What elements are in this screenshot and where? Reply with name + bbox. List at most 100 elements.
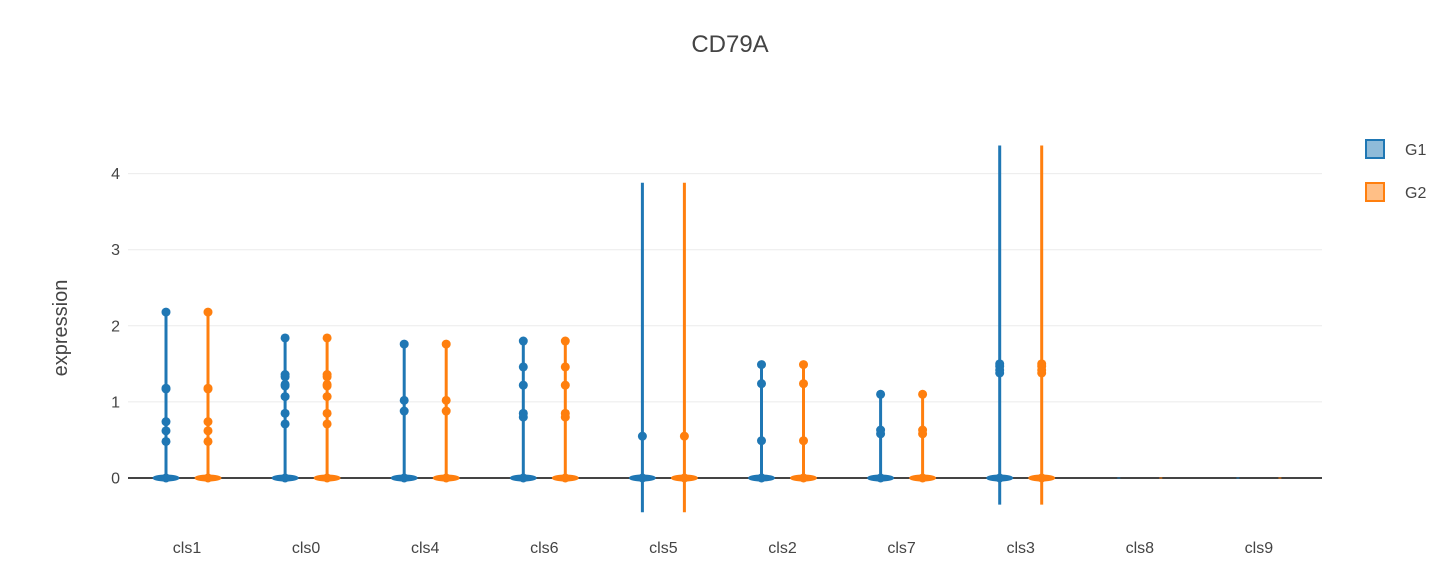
legend-item-G2[interactable]: G2: [1365, 182, 1426, 202]
data-point: [518, 362, 528, 372]
violin-G2-cls1: [194, 307, 222, 483]
y-tick-label: 3: [111, 242, 120, 259]
x-tick-label: cls0: [292, 540, 321, 557]
x-tick-label: cls1: [173, 540, 202, 557]
data-point: [679, 431, 689, 441]
x-axis-ticks: cls1 cls0 cls4 cls6 cls5 cls2 cls7 cls3 cls8 cls9: [173, 540, 1273, 557]
data-point: [441, 473, 451, 483]
legend-item-G1[interactable]: G1: [1365, 139, 1426, 159]
data-point: [203, 417, 213, 427]
data-point: [399, 339, 409, 349]
data-point: [799, 379, 808, 389]
violin-G2-cls7: [909, 389, 937, 483]
violin-G2-cls5: [670, 182, 698, 513]
data-point: [441, 339, 451, 349]
data-point: [203, 436, 213, 446]
legend-swatch: [1365, 182, 1385, 202]
y-axis-title: expression: [50, 280, 72, 377]
y-tick-label: 2: [111, 318, 120, 335]
violin-G2-cls4: [432, 339, 460, 483]
violin-G2-cls0: [313, 333, 341, 483]
violin-G1-cls3: [986, 145, 1014, 505]
data-point: [161, 417, 171, 427]
data-point: [637, 431, 647, 441]
y-axis-ticks: 0 1 2 3 4: [111, 166, 120, 487]
data-point: [322, 419, 332, 429]
data-point: [399, 406, 409, 416]
data-point: [799, 436, 808, 446]
data-point: [560, 408, 570, 418]
data-point: [280, 333, 290, 343]
violin-G1-cls4: [390, 339, 418, 483]
legend-label: G2: [1405, 185, 1426, 202]
y-tick-label: 4: [111, 166, 120, 183]
data-point: [322, 392, 332, 402]
data-point: [1037, 359, 1047, 369]
y-tick-label: 1: [111, 394, 120, 411]
data-point: [757, 379, 766, 389]
x-tick-label: cls3: [1006, 540, 1035, 557]
data-point: [799, 360, 808, 370]
x-tick-label: cls8: [1126, 540, 1155, 557]
data-point: [518, 473, 528, 483]
data-point: [203, 307, 213, 317]
data-point: [518, 408, 528, 418]
data-point: [757, 360, 766, 370]
x-tick-label: cls4: [411, 540, 440, 557]
data-point: [161, 307, 171, 317]
data-point: [161, 436, 171, 446]
data-point: [876, 425, 886, 435]
violin-G1-cls6: [509, 336, 537, 483]
data-point: [560, 336, 570, 346]
data-point: [679, 473, 689, 483]
data-point: [757, 436, 766, 446]
violin-G1-cls2: [748, 360, 775, 483]
data-point: [995, 359, 1005, 369]
violin-G1-cls5: [628, 182, 656, 513]
data-point: [441, 406, 451, 416]
data-point: [918, 473, 928, 483]
data-point: [399, 473, 409, 483]
data-point: [203, 426, 213, 436]
data-point: [799, 473, 808, 483]
legend-swatch: [1365, 139, 1385, 159]
data-point: [637, 473, 647, 483]
data-point: [280, 379, 290, 389]
data-point: [161, 473, 171, 483]
data-point: [161, 426, 171, 436]
data-point: [322, 333, 332, 343]
violin-G2-cls2: [790, 360, 817, 483]
data-point: [518, 380, 528, 390]
x-tick-label: cls5: [649, 540, 678, 557]
data-point: [322, 408, 332, 418]
legend[interactable]: G1 G2: [1365, 139, 1426, 202]
data-point: [757, 473, 766, 483]
data-point: [918, 389, 928, 399]
data-point: [518, 336, 528, 346]
data-point: [280, 370, 290, 380]
legend-label: G1: [1405, 142, 1426, 159]
data-point: [280, 408, 290, 418]
violin-G1-cls0: [271, 333, 299, 483]
data-point: [560, 473, 570, 483]
data-point: [280, 392, 290, 402]
data-point: [280, 419, 290, 429]
data-point: [441, 395, 451, 405]
data-point: [995, 473, 1005, 483]
data-point: [560, 362, 570, 372]
data-point: [322, 370, 332, 380]
data-point: [876, 389, 886, 399]
data-point: [161, 383, 171, 393]
data-point: [322, 379, 332, 389]
data-point: [399, 395, 409, 405]
data-point: [203, 383, 213, 393]
violin-G2-cls3: [1028, 145, 1056, 505]
chart-title: CD79A: [691, 31, 768, 58]
data-point: [918, 425, 928, 435]
violin-G1-cls7: [867, 389, 895, 483]
y-tick-label: 0: [111, 471, 120, 488]
data-point: [280, 473, 290, 483]
data-point: [876, 473, 886, 483]
